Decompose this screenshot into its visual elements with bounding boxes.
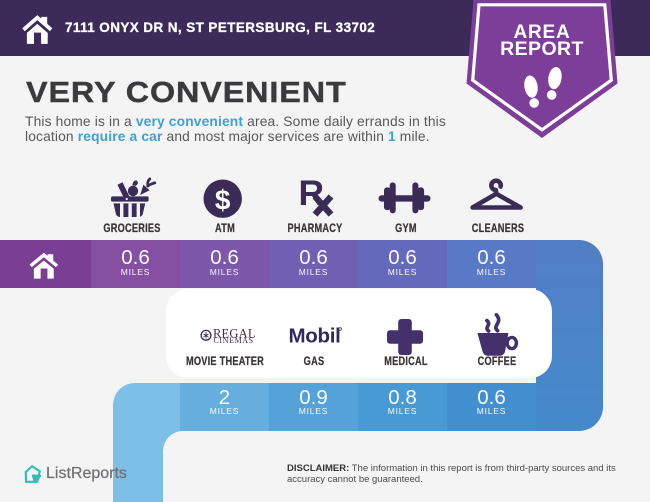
svg-text:$: $ bbox=[215, 184, 231, 215]
svg-text:REGAL: REGAL bbox=[213, 326, 256, 340]
svg-text:Mobil: Mobil bbox=[288, 325, 340, 348]
svg-text:CINEMAS: CINEMAS bbox=[214, 336, 254, 345]
svg-text:REPORT: REPORT bbox=[500, 38, 584, 60]
svg-text:AREA: AREA bbox=[513, 22, 570, 43]
